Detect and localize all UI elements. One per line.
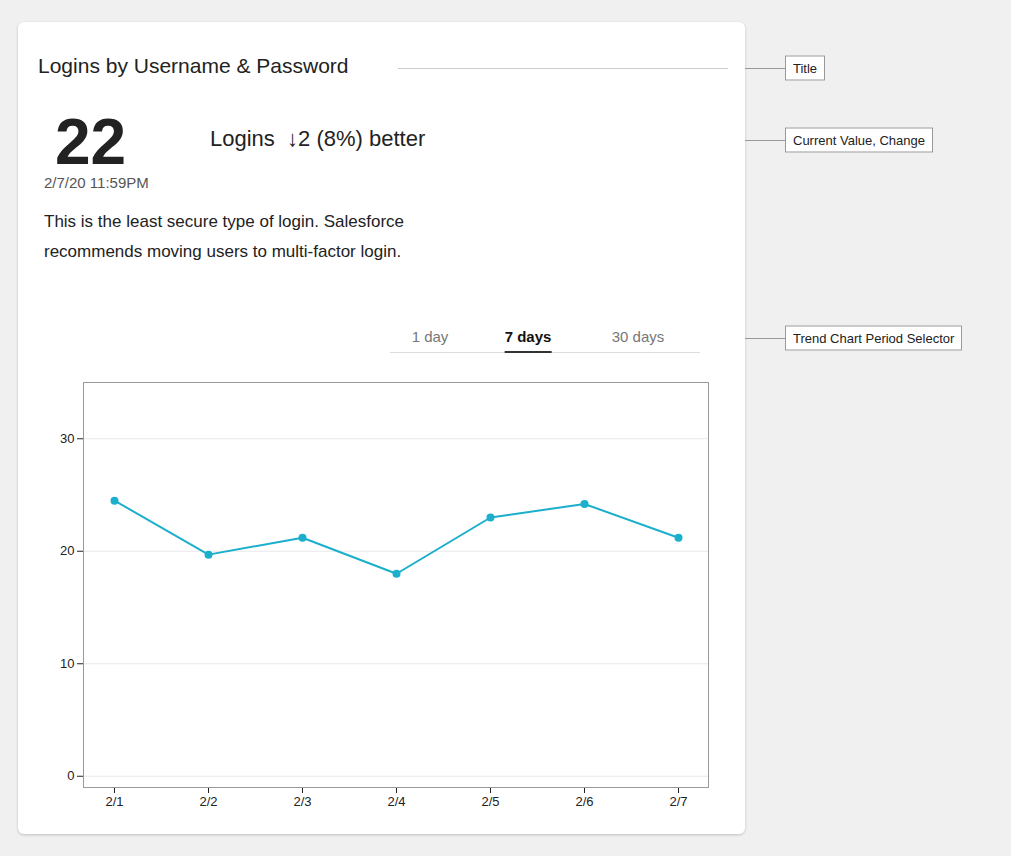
svg-text:0: 0 (67, 768, 74, 783)
html-text:1 day: 1 day (411, 328, 449, 345)
svg-text:2/1: 2/1 (105, 794, 123, 809)
svg-text:20: 20 (60, 543, 74, 558)
html-text:recommends moving users to mul: recommends moving users to multi-factor … (44, 242, 402, 261)
html-text:7 days: 7 days (504, 328, 552, 345)
svg-text:2/3: 2/3 (293, 794, 311, 809)
html-text:30 days: 30 days (611, 328, 665, 345)
svg-text:2/6: 2/6 (575, 794, 593, 809)
html-text:Current Value, Change: Current Value, Change (793, 132, 925, 148)
svg-text:2/7: 2/7 (669, 794, 687, 809)
html-text:This is the least secure type: This is the least secure type of login. … (44, 212, 404, 231)
html-text:2/7/20 11:59PM: 2/7/20 11:59PM (44, 174, 149, 191)
svg-text:2/2: 2/2 (199, 794, 217, 809)
svg-text:30: 30 (60, 431, 74, 446)
html-text:Title: Title (793, 60, 818, 76)
svg-text:10: 10 (60, 656, 74, 671)
svg-text:2/5: 2/5 (481, 794, 499, 809)
html-text:22: 22 (55, 106, 127, 178)
html-text:Trend Chart Period Selector: Trend Chart Period Selector (793, 330, 955, 346)
html-text:Logins by Username & Password: Logins by Username & Password (38, 54, 349, 77)
svg-text:2/4: 2/4 (387, 794, 405, 809)
html-text:Logins ↓2 (8%) better: Logins ↓2 (8%) better (210, 126, 426, 151)
